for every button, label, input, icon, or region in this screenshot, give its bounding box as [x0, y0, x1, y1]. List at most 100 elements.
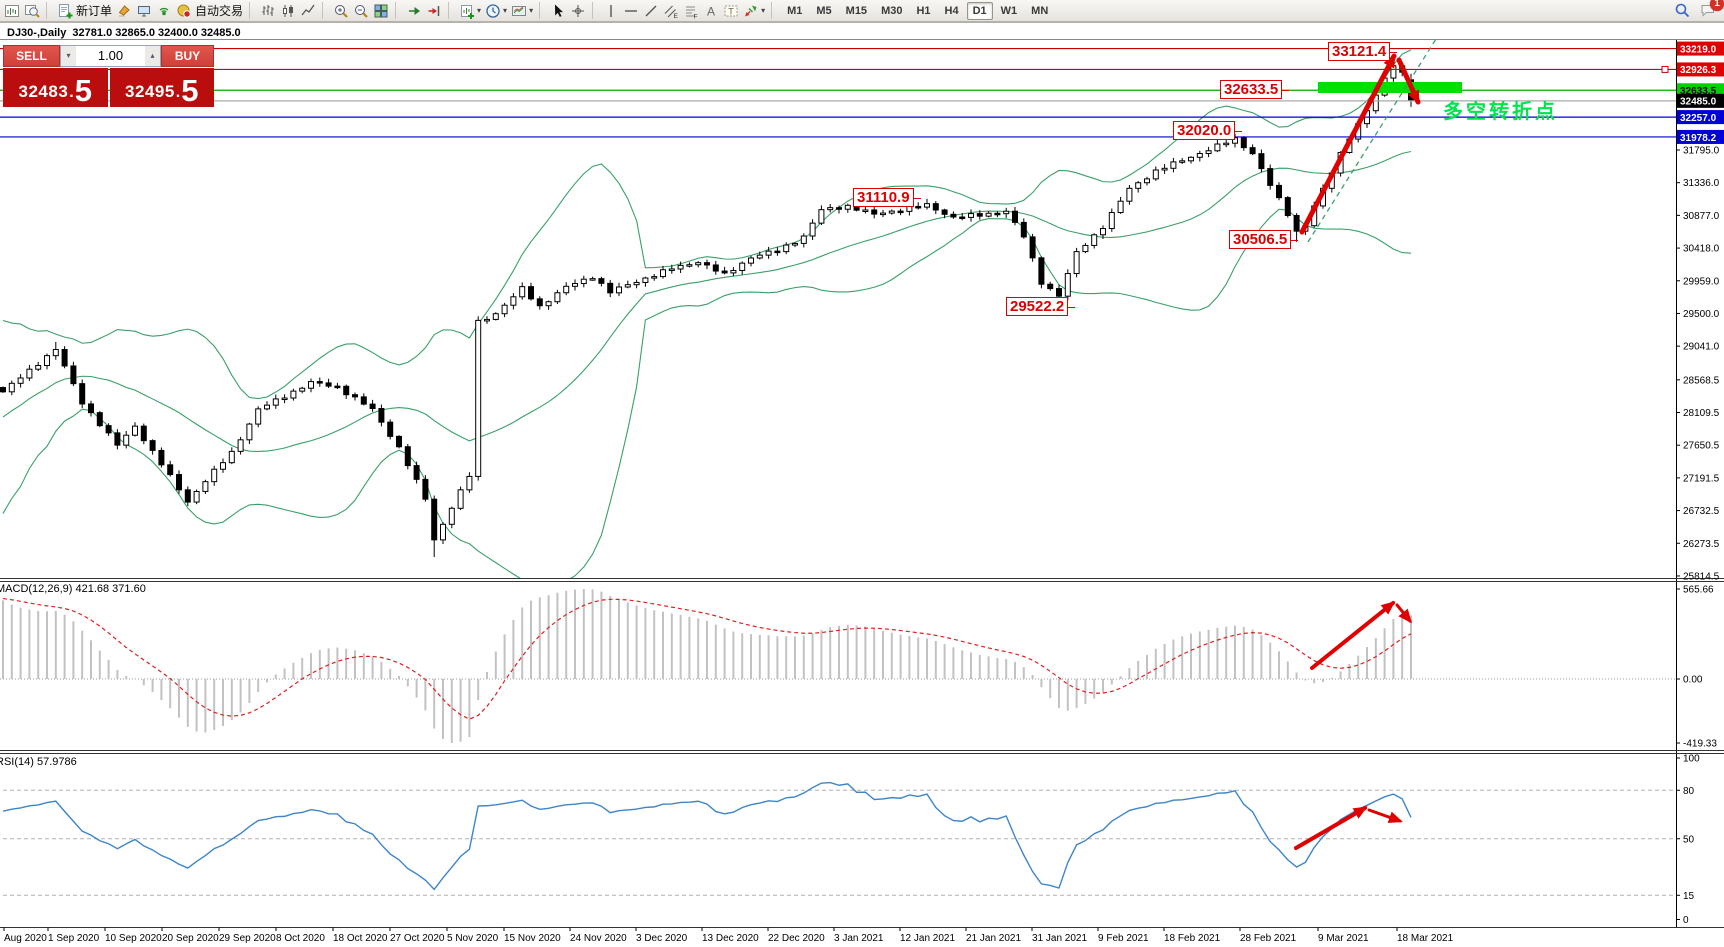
price-callout-label[interactable]: 33121.4 — [1328, 42, 1398, 61]
rsi-label: RSI(14) 57.9786 — [0, 756, 77, 768]
crosshair-button[interactable] — [568, 1, 588, 21]
auto-scroll-icon — [406, 3, 422, 19]
tile-windows-button[interactable] — [371, 1, 391, 21]
candlestick-icon — [280, 3, 296, 19]
horizontal-line-icon — [623, 3, 639, 19]
search-icon[interactable] — [1674, 2, 1690, 18]
timeframe-m15-button[interactable]: M15 — [845, 4, 868, 17]
new-chart-button[interactable]: ▾ — [457, 1, 483, 21]
timeframe-m5-button[interactable]: M5 — [816, 4, 832, 17]
trend-arrow[interactable] — [1396, 57, 1421, 105]
notification-badge[interactable]: 1 — [1710, 0, 1724, 11]
text-button[interactable]: A — [701, 1, 721, 21]
price-level-label: 32257.0 — [1680, 113, 1717, 124]
styler-button[interactable] — [114, 1, 134, 21]
zoom-in-button[interactable] — [331, 1, 351, 21]
horizontal-line-button[interactable] — [621, 1, 641, 21]
chart-window-button[interactable] — [2, 1, 22, 21]
trend-arrow[interactable] — [1294, 806, 1368, 850]
buy-price[interactable]: 32495. 5 — [109, 68, 214, 107]
date-tick-label: 28 Feb 2021 — [1240, 933, 1297, 944]
chat-icon[interactable]: 1 — [1700, 0, 1724, 18]
timeframe-mn-button[interactable]: MN — [1031, 4, 1049, 17]
chart-shift-button[interactable] — [424, 1, 444, 21]
price-tick-label: 29500.0 — [1683, 309, 1720, 320]
toolbar-separator — [448, 2, 453, 19]
timeframe-m1-button[interactable]: M1 — [787, 4, 803, 17]
terminal-button[interactable] — [134, 1, 154, 21]
equidistant-channel-button[interactable]: E — [661, 1, 681, 21]
signals-button[interactable] — [154, 1, 174, 21]
crosshair-icon — [570, 3, 586, 19]
sell-button[interactable]: SELL — [3, 45, 60, 67]
price-callout-label[interactable]: 32020.0 — [1173, 121, 1243, 140]
vertical-line-button[interactable] — [601, 1, 621, 21]
zoom-out-button[interactable] — [351, 1, 371, 21]
new-order-button[interactable]: 新订单 — [55, 1, 114, 21]
volume-decrease-button[interactable]: ▾ — [61, 46, 76, 66]
dropdown-arrow-icon[interactable]: ▾ — [503, 6, 508, 15]
rsi-pane[interactable] — [2, 781, 1676, 896]
date-tick-label: 12 Jan 2021 — [900, 933, 955, 944]
autotrading-icon — [176, 3, 192, 19]
periods-button[interactable]: ▾ — [483, 1, 509, 21]
trendline-button[interactable] — [641, 1, 661, 21]
terminal-icon — [136, 3, 152, 19]
macd-axis-label: 0.00 — [1683, 675, 1703, 686]
cursor-button[interactable] — [548, 1, 568, 21]
styler-icon — [116, 3, 132, 19]
dropdown-arrow-icon[interactable]: ▾ — [761, 6, 766, 15]
sell-price[interactable]: 32483. 5 — [3, 68, 108, 107]
price-callout-label[interactable]: 31110.9 — [853, 188, 921, 207]
trend-arrow[interactable] — [1395, 603, 1412, 624]
trend-arrow[interactable] — [1310, 601, 1396, 670]
date-tick-label: 31 Jan 2021 — [1032, 933, 1087, 944]
date-tick-label: 18 Mar 2021 — [1397, 933, 1454, 944]
volume-stepper[interactable]: ▾ 1.00 ▴ — [60, 45, 161, 67]
date-tick-label: 21 Jan 2021 — [966, 933, 1021, 944]
dashed-trendline[interactable] — [1307, 20, 1448, 243]
price-callout-label[interactable]: 30506.5 — [1229, 230, 1299, 249]
dropdown-arrow-icon[interactable]: ▾ — [529, 6, 534, 15]
fibonacci-button[interactable]: F — [681, 1, 701, 21]
timeframe-h1-button[interactable]: H1 — [916, 4, 931, 17]
arrows-button[interactable]: ▾ — [741, 1, 767, 21]
indicator-window-button[interactable] — [22, 1, 42, 21]
rsi-axis-label: 15 — [1683, 891, 1695, 902]
timeframe-m30-button[interactable]: M30 — [881, 4, 903, 17]
price-tick-label: 29041.0 — [1683, 342, 1720, 353]
autotrading-button[interactable]: 自动交易 — [174, 1, 245, 21]
line-chart-button[interactable] — [298, 1, 318, 21]
svg-text:A: A — [707, 4, 715, 18]
price-callout-label[interactable]: 29522.2 — [1006, 297, 1076, 316]
bar-chart-button[interactable] — [258, 1, 278, 21]
auto-scroll-button[interactable] — [404, 1, 424, 21]
timeframe-w1-button[interactable]: W1 — [1000, 4, 1018, 17]
macd-pane[interactable] — [0, 589, 1676, 743]
price-level-label: 32485.0 — [1680, 97, 1717, 108]
text-label-button[interactable]: T — [721, 1, 741, 21]
price-callout-label[interactable]: 32633.5 — [1220, 80, 1290, 99]
buy-button[interactable]: BUY — [161, 45, 214, 67]
price-level-label: 32926.3 — [1680, 65, 1717, 76]
trend-arrow[interactable] — [1367, 808, 1403, 823]
line-handle[interactable] — [1661, 65, 1669, 73]
timeframe-h4-button[interactable]: H4 — [944, 4, 959, 17]
templates-button[interactable]: ▾ — [509, 1, 535, 21]
bollinger-middle-band — [2, 150, 1412, 453]
support-zone-highlight[interactable] — [1318, 82, 1462, 93]
timeframe-d1-button[interactable]: D1 — [966, 1, 993, 20]
volume-value[interactable]: 1.00 — [97, 48, 124, 63]
price-level-label: 32633.5 — [1680, 86, 1717, 97]
dropdown-arrow-icon[interactable]: ▾ — [477, 6, 482, 15]
candlestick-button[interactable] — [278, 1, 298, 21]
volume-increase-button[interactable]: ▴ — [145, 46, 160, 66]
bollinger-lower-band — [2, 208, 1412, 578]
rsi-line — [2, 781, 1412, 891]
turning-point-annotation[interactable]: 多空转折点 — [1443, 101, 1558, 123]
trend-arrow[interactable] — [1299, 53, 1397, 235]
main-price-pane[interactable] — [0, 20, 1676, 584]
new-chart-icon — [459, 3, 475, 19]
